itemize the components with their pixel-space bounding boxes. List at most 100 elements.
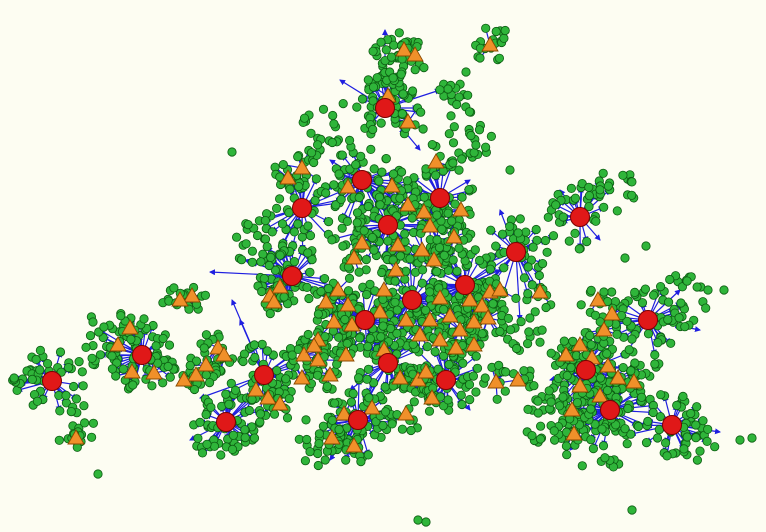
leaf-node: [491, 241, 501, 251]
leaf-node: [417, 278, 427, 288]
hub-node: [430, 188, 450, 208]
leaf-node: [523, 289, 533, 299]
leaf-node: [577, 461, 587, 471]
hub-node: [216, 412, 236, 432]
leaf-node: [247, 394, 257, 405]
leaf-node: [310, 195, 320, 206]
leaf-node: [633, 421, 644, 432]
leaf-node: [566, 183, 577, 193]
hub-node: [600, 400, 620, 420]
leaf-node: [228, 430, 238, 440]
leaf-node: [623, 403, 633, 414]
leaf-node: [294, 182, 304, 192]
leaf-node: [388, 73, 398, 83]
leaf-node: [314, 429, 324, 439]
leaf-node: [485, 264, 495, 274]
leaf-node: [332, 359, 342, 369]
leaf-node: [158, 333, 168, 344]
leaf-node: [378, 321, 388, 331]
leaf-node: [318, 104, 329, 114]
leaf-node: [287, 350, 297, 360]
leaf-node: [434, 283, 444, 293]
leaf-node: [344, 135, 355, 145]
leaf-node: [249, 433, 260, 443]
leaf-node: [9, 373, 19, 383]
leaf-node: [534, 270, 545, 281]
leaf-node: [74, 356, 84, 367]
leaf-node: [139, 314, 149, 324]
leaf-node: [618, 362, 628, 373]
leaf-node: [582, 237, 592, 247]
leaf-node: [395, 193, 405, 203]
leaf-node: [542, 247, 552, 257]
leaf-node: [348, 388, 358, 399]
leaf-node: [447, 216, 457, 226]
leaf-node: [627, 190, 637, 200]
leaf-node: [519, 366, 529, 376]
leaf-node: [55, 406, 65, 416]
leaf-node: [107, 351, 117, 361]
leaf-node: [239, 349, 249, 359]
leaf-node: [383, 236, 393, 246]
leaf-node: [409, 397, 419, 407]
leaf-node: [561, 441, 572, 451]
leaf-node: [369, 164, 379, 174]
leaf-node: [464, 185, 474, 195]
leaf-node: [405, 254, 415, 264]
leaf-node: [237, 255, 247, 265]
hub-node: [662, 415, 682, 435]
leaf-node: [564, 236, 574, 246]
leaf-node: [81, 342, 91, 352]
leaf-node: [372, 73, 382, 83]
leaf-node: [374, 176, 384, 186]
leaf-node: [390, 297, 400, 307]
leaf-node: [686, 408, 696, 419]
leaf-node: [375, 200, 385, 210]
leaf-node: [559, 336, 569, 346]
leaf-node: [305, 447, 315, 457]
leaf-node: [444, 359, 454, 370]
leaf-node: [42, 358, 53, 369]
leaf-node: [63, 362, 74, 373]
leaf-node: [353, 373, 364, 383]
leaf-node: [407, 213, 417, 223]
leaf-node: [692, 402, 702, 412]
leaf-node: [202, 439, 212, 449]
leaf-node: [574, 244, 584, 254]
leaf-node: [488, 299, 498, 309]
leaf-node: [541, 302, 551, 313]
leaf-node: [682, 276, 692, 286]
leaf-node: [293, 219, 303, 229]
leaf-node: [549, 435, 560, 445]
leaf-node: [457, 154, 467, 164]
leaf-node: [710, 442, 720, 452]
leaf-node: [505, 165, 515, 175]
leaf-node: [354, 267, 364, 277]
leaf-node: [331, 200, 341, 210]
leaf-node: [270, 265, 280, 275]
leaf-node: [599, 202, 609, 212]
leaf-node: [448, 158, 458, 168]
leaf-node: [475, 53, 485, 63]
leaf-node: [531, 224, 541, 235]
leaf-node: [266, 252, 276, 262]
leaf-node: [551, 200, 561, 210]
leaf-node: [255, 409, 266, 419]
leaf-node: [400, 229, 410, 239]
leaf-node: [663, 297, 674, 307]
leaf-node: [79, 401, 89, 411]
leaf-node: [257, 339, 267, 349]
leaf-node: [660, 438, 671, 448]
leaf-node: [624, 345, 634, 355]
leaf-node: [505, 325, 516, 335]
leaf-node: [701, 303, 711, 313]
leaf-node: [486, 225, 496, 235]
leaf-node: [258, 249, 268, 259]
leaf-node: [305, 267, 315, 277]
leaf-node: [588, 443, 599, 454]
leaf-node: [477, 329, 487, 339]
leaf-node: [387, 419, 397, 429]
leaf-node: [314, 438, 324, 449]
leaf-node: [620, 424, 630, 434]
leaf-node: [278, 160, 288, 170]
